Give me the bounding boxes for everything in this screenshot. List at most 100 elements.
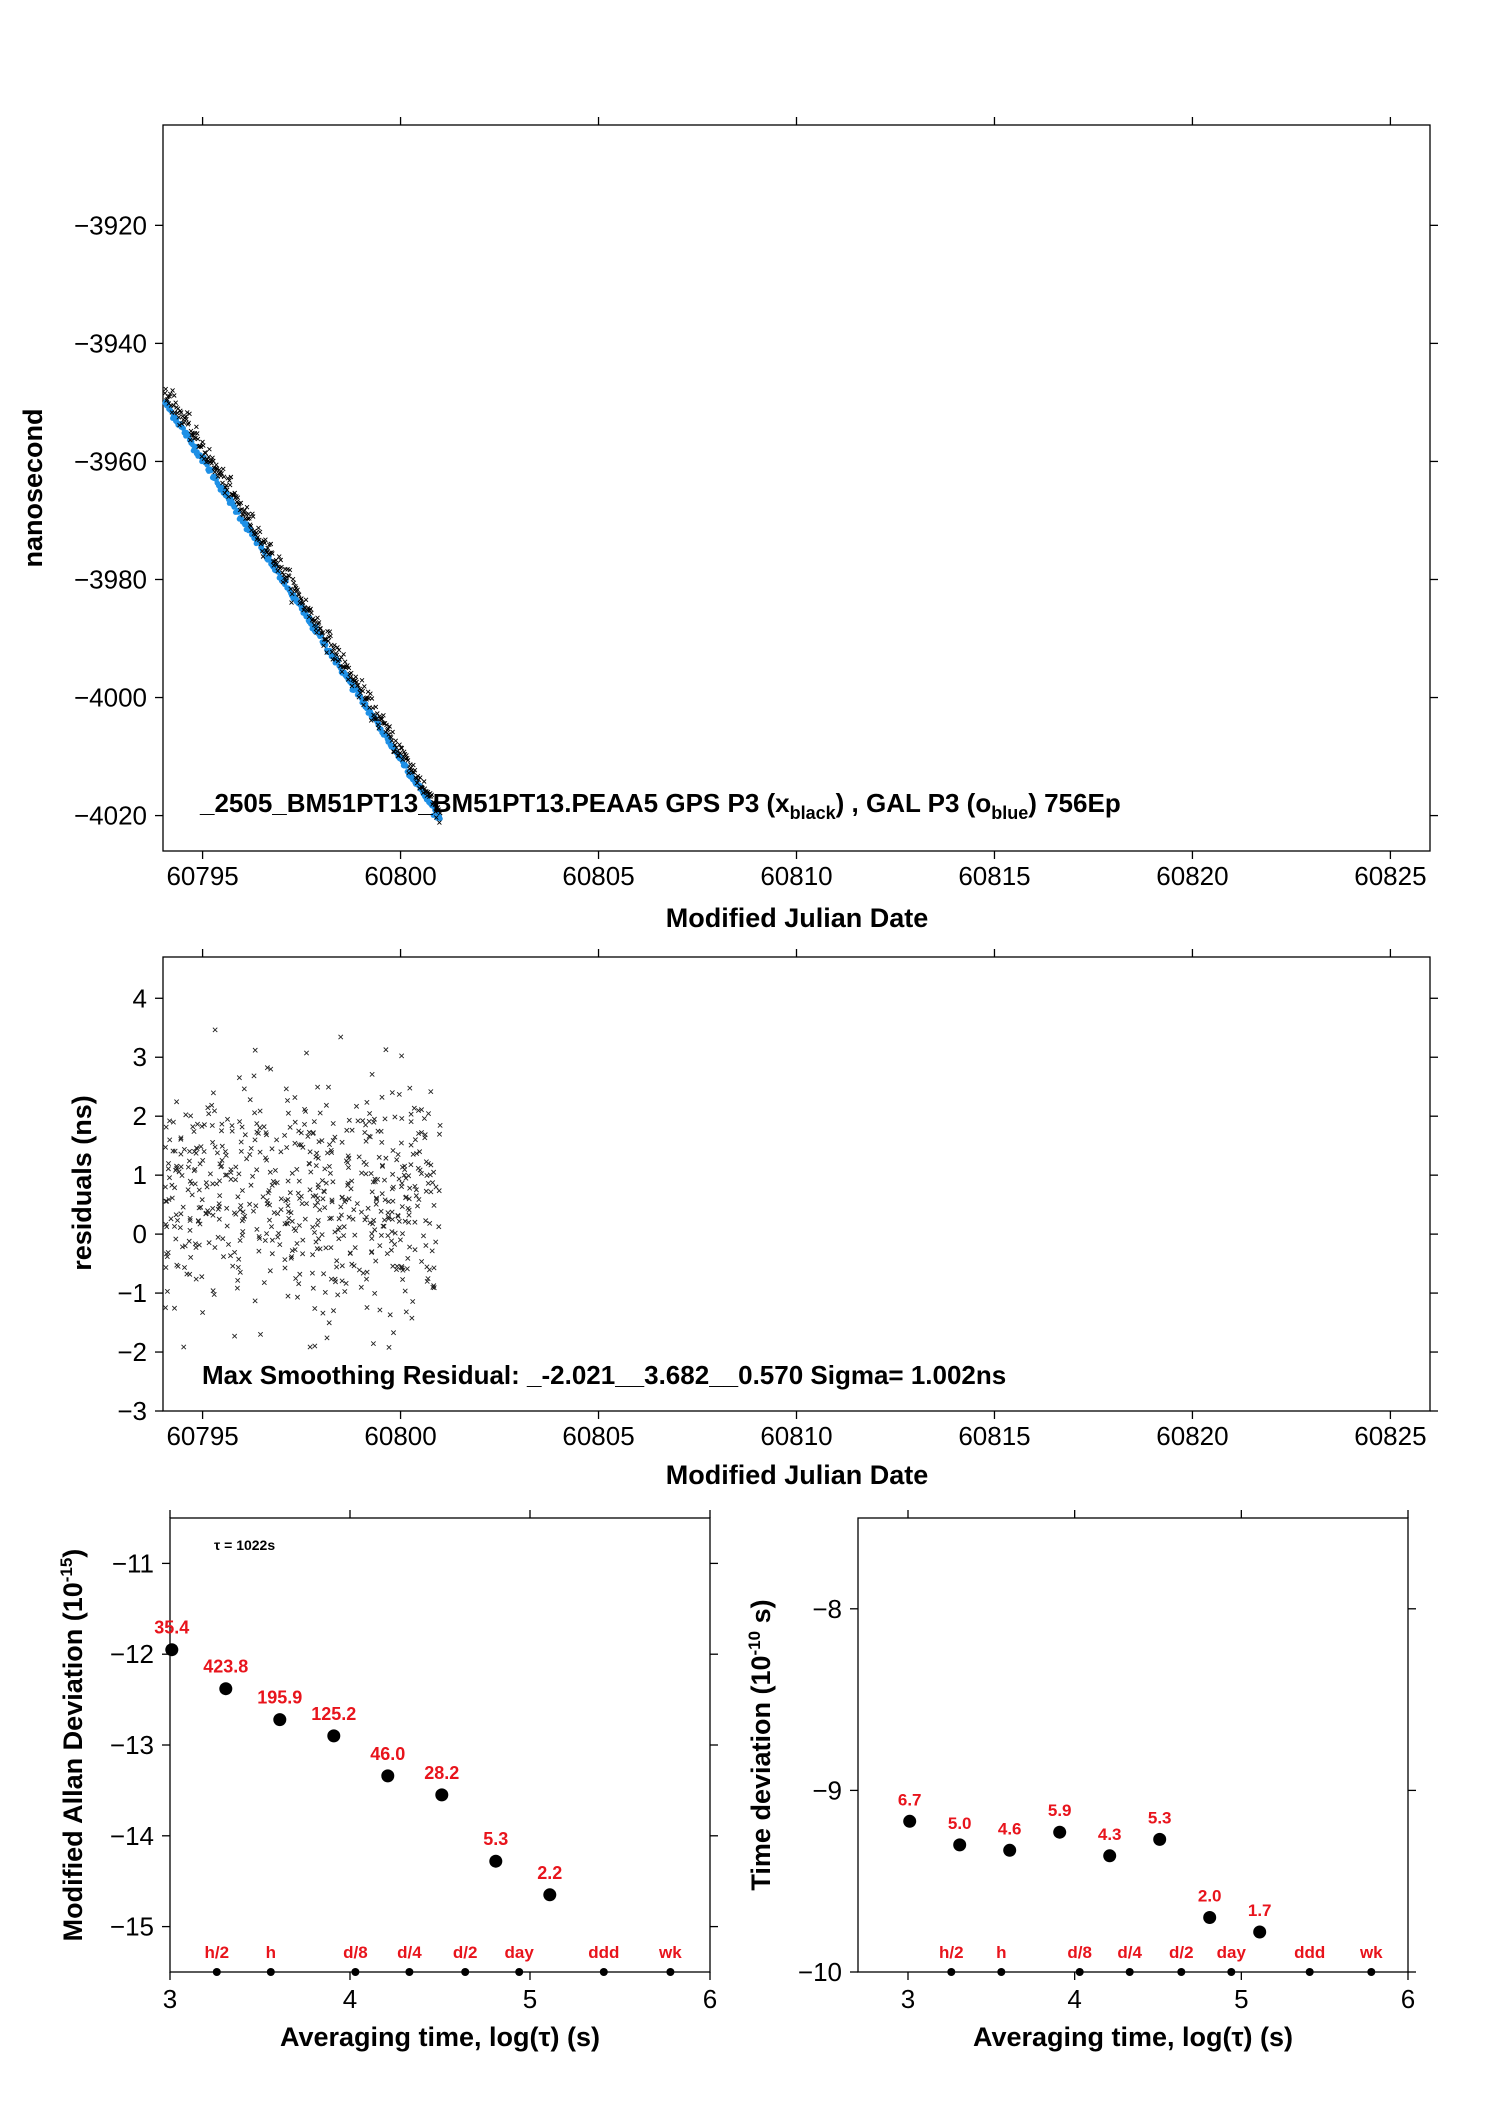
gps-point: [246, 511, 251, 517]
gps-point: [280, 579, 286, 585]
residual-point: [211, 1108, 218, 1114]
residual-point: [285, 1110, 291, 1116]
residual-point: [282, 1265, 288, 1271]
deviation-value-label: 2.2: [537, 1863, 562, 1883]
residual-point: [363, 1214, 369, 1220]
residual-point: [233, 1164, 239, 1170]
annotation-sub-blue: blue: [991, 803, 1028, 823]
residual-point: [257, 1331, 264, 1337]
y-tick-label: −2: [117, 1337, 147, 1367]
residual-point: [322, 1166, 328, 1172]
deviation-value-label: 35.4: [154, 1618, 189, 1638]
residual-point: [385, 1233, 391, 1239]
gps-point: [373, 704, 379, 710]
residual-point: [187, 1227, 193, 1233]
deviation-value-label: 4.3: [1098, 1825, 1122, 1844]
residual-point: [362, 1129, 368, 1136]
interval-marker-label: day: [1217, 1943, 1247, 1962]
gps-point: [348, 670, 354, 676]
top-ylabel: nanosecond: [18, 408, 48, 567]
residual-point: [220, 1236, 226, 1242]
residual-point: [194, 1121, 201, 1127]
residual-point: [223, 1152, 229, 1158]
residual-point: [210, 1139, 216, 1145]
residual-point: [193, 1150, 199, 1156]
y-tick-label: −3: [117, 1396, 147, 1426]
residual-point: [417, 1167, 423, 1173]
residual-point: [302, 1108, 309, 1114]
residual-point: [252, 1137, 258, 1143]
residual-point: [312, 1343, 318, 1349]
residual-point: [178, 1211, 184, 1217]
residual-point: [209, 1102, 215, 1108]
residual-point: [232, 1333, 238, 1339]
residual-point: [167, 1137, 173, 1143]
residual-point: [210, 1090, 216, 1096]
residual-point: [329, 1199, 335, 1205]
residual-point: [330, 1120, 336, 1127]
residual-point: [315, 1155, 321, 1161]
residual-point: [386, 1199, 392, 1205]
residual-point: [235, 1194, 241, 1200]
tdev-ylabel-main: Time deviation (10: [746, 1656, 776, 1891]
residual-point: [314, 1150, 320, 1156]
residual-point: [429, 1248, 435, 1254]
interval-marker: [666, 1968, 675, 1976]
residual-point: [269, 1146, 275, 1152]
residual-point: [413, 1193, 419, 1199]
gps-point: [235, 495, 241, 501]
x-tick-label: 60820: [1156, 1421, 1228, 1451]
residual-point: [425, 1111, 432, 1117]
y-tick-label: −12: [110, 1639, 154, 1669]
gps-point: [214, 466, 220, 472]
residual-point: [192, 1166, 198, 1172]
gps-point: [361, 702, 366, 708]
gps-point: [184, 410, 190, 415]
residual-point: [412, 1183, 418, 1189]
deviation-point: [381, 1769, 395, 1783]
residual-point: [392, 1230, 398, 1236]
residual-point: [275, 1211, 281, 1217]
residual-point: [248, 1182, 254, 1188]
gps-point: [336, 647, 342, 653]
gps-point: [238, 500, 244, 506]
residual-point: [297, 1271, 303, 1277]
residual-point: [350, 1216, 356, 1222]
residual-point: [332, 1279, 339, 1285]
deviation-value-label: 5.3: [1148, 1808, 1172, 1827]
gps-point: [181, 420, 187, 426]
gps-point: [226, 494, 231, 500]
gps-point: [232, 490, 238, 496]
interval-marker: [947, 1968, 956, 1976]
residual-point: [312, 1305, 318, 1312]
residual-point: [179, 1244, 186, 1250]
residual-point: [374, 1197, 380, 1203]
interval-marker-label: d/2: [453, 1943, 478, 1962]
gps-point: [275, 568, 281, 574]
gps-point: [381, 720, 387, 726]
residual-annotation: Max Smoothing Residual: _-2.021__3.682__…: [202, 1360, 1006, 1390]
residual-point: [211, 1291, 217, 1298]
residual-point: [215, 1234, 221, 1240]
residual-point: [412, 1137, 418, 1143]
residual-point: [356, 1267, 362, 1273]
residual-point: [425, 1160, 431, 1167]
x-tick-label: 3: [901, 1984, 915, 2014]
residual-point: [294, 1294, 301, 1300]
interval-marker-label: ddd: [1294, 1943, 1325, 1962]
residual-point: [292, 1247, 298, 1253]
residual-point: [302, 1216, 308, 1222]
residual-point: [187, 1178, 193, 1184]
x-tick-label: 60815: [958, 1421, 1030, 1451]
residual-point: [372, 1227, 378, 1233]
deviation-value-label: 5.9: [1048, 1801, 1072, 1820]
gps-point: [295, 587, 300, 593]
residual-point: [408, 1119, 414, 1125]
residual-point: [219, 1143, 225, 1149]
residual-point: [239, 1124, 245, 1130]
residual-point: [328, 1245, 334, 1251]
residual-point: [186, 1158, 192, 1164]
adev-ylabel-main: Modified Allan Deviation (10: [58, 1582, 88, 1941]
x-tick-label: 5: [1234, 1984, 1248, 2014]
